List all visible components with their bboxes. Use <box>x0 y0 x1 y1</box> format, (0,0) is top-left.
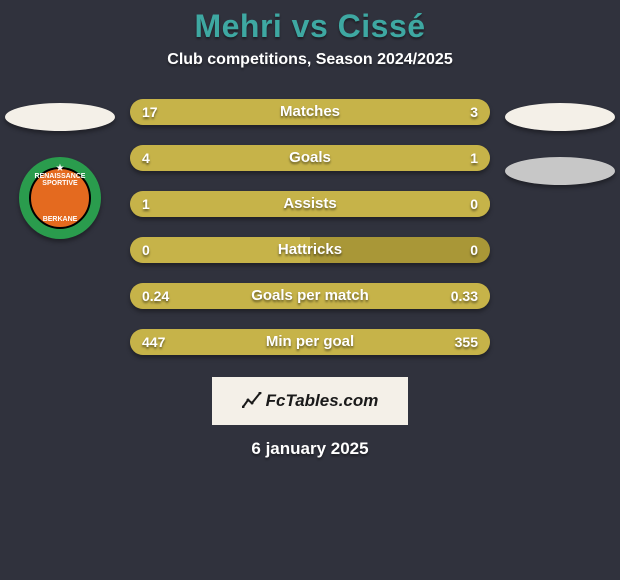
stat-bars: Matches173Goals41Assists10Hattricks00Goa… <box>130 99 490 355</box>
chart-icon <box>242 392 262 411</box>
left-player-ellipse <box>5 103 115 131</box>
bar-value-left: 17 <box>142 99 158 125</box>
right-player-ellipse <box>505 103 615 131</box>
bar-value-left: 4 <box>142 145 150 171</box>
content-wrapper: Mehri vs Cissé Club competitions, Season… <box>0 0 620 580</box>
bar-value-left: 0 <box>142 237 150 263</box>
right-club-ellipse <box>505 157 615 185</box>
bar-label: Min per goal <box>130 329 490 355</box>
stat-bar: Matches17 3 <box>130 99 490 125</box>
bar-value-right: 1 <box>470 145 478 171</box>
bar-value-right: 0 <box>470 191 478 217</box>
club-text-bottom: BERKANE <box>31 216 89 223</box>
bar-label: Hattricks <box>130 237 490 263</box>
bar-value-right: 0.33 <box>451 283 478 309</box>
bar-label: Goals <box>130 145 490 171</box>
stat-bar: Assists1 0 <box>130 191 490 217</box>
left-player-column: ★ RENAISSANCE SPORTIVE BERKANE <box>0 99 120 239</box>
stat-bar: Hattricks0 0 <box>130 237 490 263</box>
bar-label: Matches <box>130 99 490 125</box>
right-player-column <box>500 99 620 185</box>
bar-value-right: 355 <box>455 329 478 355</box>
bar-value-right: 0 <box>470 237 478 263</box>
bar-value-left: 447 <box>142 329 165 355</box>
footer-date: 6 january 2025 <box>0 439 620 459</box>
bar-label: Goals per match <box>130 283 490 309</box>
bar-value-right: 3 <box>470 99 478 125</box>
page-subtitle: Club competitions, Season 2024/2025 <box>0 51 620 69</box>
stat-bar: Goals per match0.24 0.33 <box>130 283 490 309</box>
stat-bar: Min per goal447 355 <box>130 329 490 355</box>
bar-value-left: 0.24 <box>142 283 169 309</box>
left-club-inner: ★ RENAISSANCE SPORTIVE BERKANE <box>29 167 91 229</box>
comparison-area: ★ RENAISSANCE SPORTIVE BERKANE Matches17… <box>0 99 620 355</box>
watermark-text: FcTables.com <box>266 391 379 411</box>
club-text-top: RENAISSANCE SPORTIVE <box>31 173 89 187</box>
left-club-badge: ★ RENAISSANCE SPORTIVE BERKANE <box>19 157 101 239</box>
stat-bar: Goals4 1 <box>130 145 490 171</box>
watermark: FcTables.com <box>212 377 408 425</box>
bar-label: Assists <box>130 191 490 217</box>
bar-value-left: 1 <box>142 191 150 217</box>
page-title: Mehri vs Cissé <box>0 8 620 45</box>
